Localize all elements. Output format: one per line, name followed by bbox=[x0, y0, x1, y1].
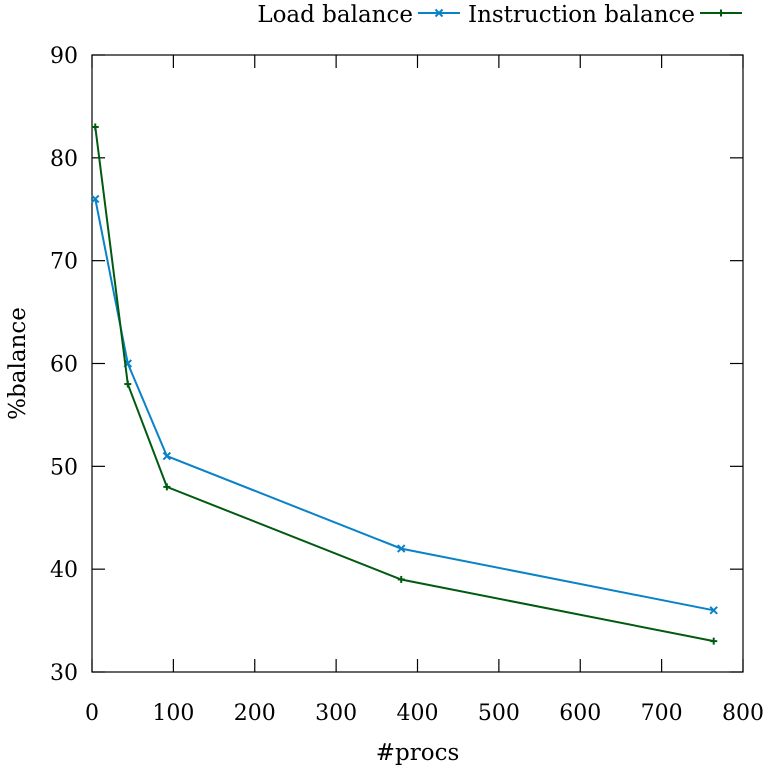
marker-stroke bbox=[709, 606, 718, 615]
legend-item: Instruction balance bbox=[468, 2, 742, 28]
data-point-marker bbox=[717, 9, 725, 17]
series-layer bbox=[91, 123, 718, 645]
data-point-marker bbox=[709, 606, 718, 615]
data-point-marker bbox=[434, 8, 444, 18]
y-tick-label: 50 bbox=[50, 455, 78, 480]
x-tick-label: 300 bbox=[315, 701, 357, 726]
plot-frame bbox=[91, 54, 744, 673]
y-tick-label: 40 bbox=[50, 558, 78, 583]
data-point-marker bbox=[124, 380, 132, 388]
series-line bbox=[94, 126, 714, 643]
x-tick-label: 800 bbox=[722, 701, 764, 726]
data-point-marker bbox=[397, 575, 405, 583]
series-instruction-balance bbox=[91, 123, 718, 645]
series-line bbox=[94, 198, 714, 612]
legend-item: Load balance bbox=[257, 2, 460, 28]
legend: Load balance Instruction balance bbox=[257, 2, 742, 28]
y-axis-label: %balance bbox=[5, 307, 31, 420]
legend-label: Instruction balance bbox=[468, 2, 695, 28]
y-tick-label: 60 bbox=[50, 353, 78, 378]
x-tick-label: 100 bbox=[152, 701, 194, 726]
x-axis-label: #procs bbox=[376, 740, 460, 766]
x-tick-label: 0 bbox=[85, 701, 99, 726]
x-tick-label: 500 bbox=[478, 701, 520, 726]
axes: 0 100 200 300 400 500 600 700 800 30 40 50 60 70 80 90 #… bbox=[5, 44, 764, 766]
y-tick-label: 70 bbox=[50, 250, 78, 275]
y-tick-label: 30 bbox=[50, 661, 78, 686]
legend-label: Load balance bbox=[257, 2, 413, 28]
data-point-marker bbox=[397, 544, 406, 553]
data-point-marker bbox=[710, 637, 718, 645]
marker-stroke bbox=[397, 544, 406, 553]
x-tick-label: 400 bbox=[397, 701, 439, 726]
marker-stroke bbox=[162, 451, 172, 461]
data-point-marker bbox=[162, 451, 172, 461]
series-load-balance bbox=[91, 194, 718, 615]
x-tick-label: 200 bbox=[234, 701, 276, 726]
data-point-marker bbox=[91, 123, 99, 131]
y-tick-label: 80 bbox=[50, 147, 78, 172]
y-tick-label: 90 bbox=[50, 44, 78, 69]
data-point-marker bbox=[163, 483, 171, 491]
data-point-marker bbox=[91, 194, 100, 204]
marker-stroke bbox=[91, 194, 100, 204]
x-tick-label: 700 bbox=[641, 701, 683, 726]
marker-stroke bbox=[434, 8, 444, 18]
x-tick-label: 600 bbox=[559, 701, 601, 726]
